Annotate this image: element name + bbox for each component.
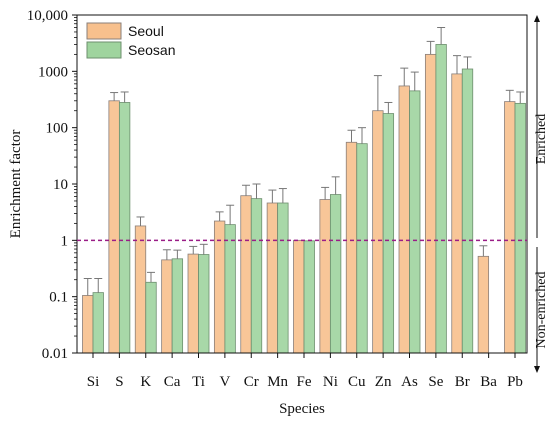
bar-seosan-cu bbox=[356, 143, 368, 354]
y-tick-label-1: 0.1 bbox=[49, 290, 68, 306]
bar-seosan-mn bbox=[277, 202, 289, 354]
x-tick-label-as: As bbox=[401, 374, 418, 390]
bar-seoul-ni bbox=[319, 199, 331, 354]
x-tick-label-mn: Mn bbox=[267, 374, 288, 390]
bar-seosan-s bbox=[118, 102, 131, 354]
bar-seosan-k bbox=[145, 281, 157, 354]
enriched-label: Enriched bbox=[534, 114, 549, 165]
bar-seoul-br bbox=[451, 73, 463, 354]
bar-seoul-cr bbox=[240, 195, 252, 354]
bar-seosan-br bbox=[461, 68, 474, 354]
x-axis-label: Species bbox=[279, 401, 325, 417]
x-tick-label-ni: Ni bbox=[323, 374, 338, 390]
bar-seosan-ni bbox=[329, 194, 342, 354]
bar-seoul-si bbox=[82, 295, 94, 354]
bar-seoul-mn bbox=[266, 202, 279, 354]
bar-seoul-k bbox=[134, 225, 147, 354]
x-tick-label-ca: Ca bbox=[164, 374, 181, 390]
error-bars-layer bbox=[83, 27, 525, 296]
y-tick-label-3: 10 bbox=[53, 177, 68, 193]
x-tick-label-ti: Ti bbox=[192, 374, 205, 390]
x-tick-label-v: V bbox=[219, 374, 230, 390]
bar-seoul-pb bbox=[504, 101, 516, 354]
legend: Seoul Seosan bbox=[86, 22, 175, 59]
non-enriched-arrowhead-icon bbox=[534, 366, 540, 373]
bar-seosan-fe bbox=[303, 240, 315, 354]
bars-layer bbox=[82, 44, 526, 354]
bar-seosan-se bbox=[435, 44, 447, 354]
y-tick-label-2: 1 bbox=[61, 233, 69, 249]
bar-seosan-v bbox=[224, 224, 236, 354]
legend-swatch-seosan bbox=[86, 41, 122, 59]
y-axis-label: Enrichment factor bbox=[8, 130, 24, 239]
bar-seosan-zn bbox=[382, 113, 395, 354]
legend-label-seoul: Seoul bbox=[128, 23, 164, 39]
bar-seosan-pb bbox=[514, 102, 526, 354]
enriched-arrowhead-icon bbox=[534, 15, 540, 22]
x-tick-label-ba: Ba bbox=[480, 374, 497, 390]
x-tick-label-pb: Pb bbox=[507, 374, 523, 390]
bar-seoul-se bbox=[424, 53, 437, 354]
bar-seoul-fe bbox=[293, 239, 305, 354]
x-tick-label-fe: Fe bbox=[297, 374, 312, 390]
bar-seosan-cr bbox=[250, 198, 263, 354]
bar-seosan-ti bbox=[198, 254, 210, 354]
axes-layer: Si S K Ca Ti V Cr Mn Fe Ni Cu Zn As Se Br Ba Pb 0.01 0.1 1 1… bbox=[27, 8, 523, 390]
x-tick-label-cr: Cr bbox=[244, 374, 259, 390]
bar-seoul-ca bbox=[161, 259, 173, 354]
y-tick-label-4: 100 bbox=[46, 121, 69, 137]
bar-seoul-ba bbox=[477, 255, 490, 354]
legend-label-seosan: Seosan bbox=[128, 42, 175, 58]
bar-seosan-ca bbox=[171, 258, 184, 354]
x-tick-label-se: Se bbox=[428, 374, 443, 390]
x-tick-label-k: K bbox=[140, 374, 151, 390]
bar-seoul-zn bbox=[372, 110, 384, 354]
x-tick-label-cu: Cu bbox=[348, 374, 366, 390]
x-tick-label-br: Br bbox=[455, 374, 470, 390]
enrichment-annotation: Enriched Non-enriched bbox=[534, 15, 549, 373]
non-enriched-label: Non-enriched bbox=[534, 272, 549, 349]
legend-swatch-seoul bbox=[86, 22, 122, 40]
y-tick-label-6: 10,000 bbox=[27, 8, 68, 24]
bar-seosan-si bbox=[92, 292, 104, 354]
y-tick-label-0: 0.01 bbox=[42, 346, 68, 362]
bar-seosan-as bbox=[409, 90, 421, 354]
x-tick-label-s: S bbox=[115, 374, 123, 390]
bar-seoul-as bbox=[398, 85, 410, 354]
bar-seoul-s bbox=[108, 100, 120, 354]
bar-seoul-ti bbox=[187, 253, 199, 354]
x-tick-label-zn: Zn bbox=[375, 374, 392, 390]
x-tick-label-si: Si bbox=[87, 374, 100, 390]
y-tick-label-5: 1000 bbox=[38, 64, 68, 80]
bar-seoul-cu bbox=[345, 141, 358, 354]
